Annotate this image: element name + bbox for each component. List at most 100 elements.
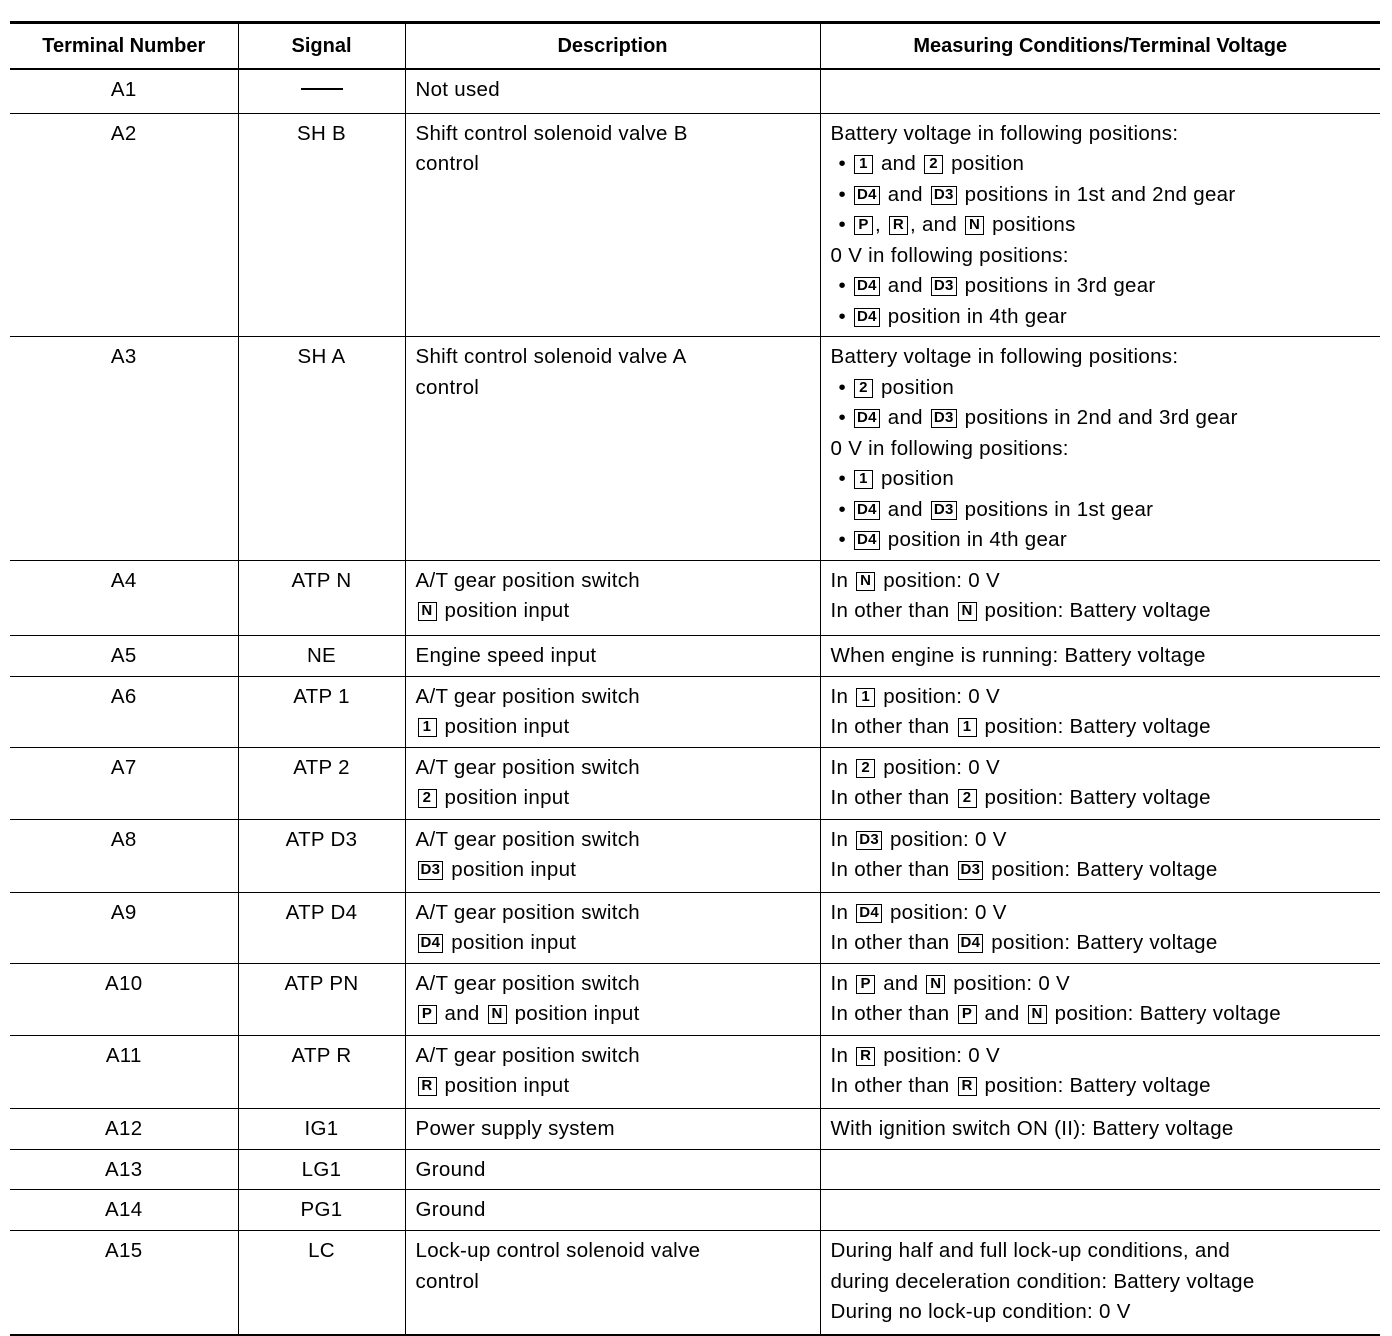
condition-line: In other than D3 position: Battery volta… (830, 858, 1218, 881)
condition-line: 0 V in following positions: (830, 436, 1069, 460)
table-row: A11 ATP R A/T gear position switch R positi… (10, 1035, 1380, 1109)
boxed-position-symbol: N (856, 571, 876, 591)
boxed-position-symbol: R (957, 1077, 977, 1096)
condition-line: In other than D4 position: Battery volta… (830, 931, 1218, 954)
condition-line: When engine is running: Battery voltage (830, 643, 1206, 667)
measuring-conditions: In 2 position: 0 V In other than 2 positi… (819, 747, 1380, 820)
description: Shift control solenoid valve B control (404, 113, 820, 337)
boxed-position-symbol: D4 (853, 277, 880, 296)
condition-line: • D4 position in 4th gear (838, 528, 1067, 551)
header-terminal-number: Terminal Number (10, 21, 238, 70)
boxed-position-symbol: P (856, 974, 876, 994)
terminal-number: A1 (10, 69, 238, 114)
measuring-conditions: In N position: 0 V In other than N positi… (819, 560, 1380, 636)
description: Shift control solenoid valve A control (404, 336, 820, 561)
condition-line: In 1 position: 0 V (830, 684, 1000, 708)
condition-line: With ignition switch ON (II): Battery vo… (830, 1116, 1234, 1140)
boxed-position-symbol: N (957, 602, 977, 621)
boxed-position-symbol: N (487, 1005, 507, 1024)
terminal-number: A10 (10, 963, 238, 1036)
table-row: A15 LC Lock-up control solenoid valve contr… (10, 1230, 1380, 1336)
signal: SH A (237, 336, 405, 561)
description-line: control (415, 152, 480, 175)
boxed-position-symbol: N (926, 974, 946, 994)
signal: NE (237, 635, 405, 677)
dash (300, 88, 343, 90)
terminal-number: A9 (10, 892, 238, 964)
signal: SH B (237, 113, 405, 337)
boxed-position-symbol: D4 (853, 531, 880, 550)
description-line: Lock-up control solenoid valve (415, 1239, 701, 1262)
boxed-position-symbol: P (853, 216, 873, 235)
description-line: Engine speed input (415, 643, 597, 667)
table-row: A13 LG1 Ground (10, 1149, 1380, 1190)
terminal-number: A15 (10, 1230, 238, 1336)
description: A/T gear position switch D4 position inpu… (404, 892, 820, 964)
description-line: A/T gear position switch (415, 755, 640, 779)
signal: IG1 (237, 1108, 405, 1150)
measuring-conditions (819, 1149, 1380, 1190)
terminal-number: A12 (10, 1108, 238, 1150)
table-row: A5 NE Engine speed input When engine is run… (10, 635, 1380, 677)
description-line: N position input (416, 596, 810, 627)
description: A/T gear position switch 1 position input (404, 676, 820, 748)
description: Ground (404, 1189, 820, 1231)
description-line: A/T gear position switch (415, 568, 640, 592)
boxed-position-symbol: 2 (853, 378, 873, 398)
condition-line: • 1 position (838, 467, 955, 490)
boxed-position-symbol: N (965, 216, 985, 235)
description: Power supply system (404, 1108, 820, 1150)
boxed-position-symbol: D3 (930, 185, 957, 205)
signal: ATP R (237, 1035, 405, 1109)
header-row: Terminal Number Signal Description Measu… (10, 21, 1380, 70)
condition-line: In R position: 0 V (830, 1043, 1000, 1067)
condition-line: • D4 and D3 positions in 1st and 2nd gea… (838, 182, 1236, 206)
signal: ATP N (237, 560, 405, 636)
terminal-number: A5 (10, 635, 238, 677)
signal: ATP D3 (237, 819, 405, 893)
terminal-number: A8 (10, 819, 238, 893)
boxed-position-symbol: D4 (853, 409, 880, 428)
boxed-position-symbol: D3 (930, 500, 957, 520)
boxed-position-symbol: D3 (856, 830, 882, 850)
measuring-conditions (819, 1189, 1380, 1231)
condition-line: In N position: 0 V (830, 568, 1000, 592)
table-row: A2 SH B Shift control solenoid valve B cont… (10, 113, 1380, 337)
boxed-position-symbol: D3 (417, 861, 444, 880)
boxed-position-symbol: R (856, 1046, 876, 1066)
condition-line: • D4 and D3 positions in 1st gear (838, 497, 1154, 521)
description-line: 1 position input (416, 712, 810, 743)
condition-line: In other than P and N position: Battery … (830, 1002, 1281, 1025)
boxed-position-symbol: D3 (930, 409, 957, 428)
measuring-conditions: Battery voltage in following positions: •… (819, 336, 1380, 561)
description-line: A/T gear position switch (415, 900, 640, 924)
boxed-position-symbol: D3 (930, 277, 957, 296)
signal: ATP PN (237, 963, 405, 1036)
condition-line: Battery voltage in following positions: (830, 121, 1179, 145)
table-row: A1 Not used (10, 69, 1380, 114)
description: A/T gear position switch R position input (404, 1035, 820, 1109)
measuring-conditions (819, 69, 1380, 114)
table-row: A9 ATP D4 A/T gear position switch D4 posit… (10, 892, 1380, 964)
header-description: Description (404, 21, 820, 70)
table-row: A7 ATP 2 A/T gear position switch 2 positio… (10, 747, 1380, 820)
condition-line: In D4 position: 0 V (830, 900, 1007, 924)
terminal-number: A13 (10, 1149, 238, 1190)
terminal-number: A4 (10, 560, 238, 636)
boxed-position-symbol: N (417, 602, 437, 621)
terminal-number: A14 (10, 1189, 238, 1231)
signal: ATP 2 (237, 747, 405, 820)
boxed-position-symbol: 2 (957, 789, 977, 808)
signal: LG1 (237, 1149, 405, 1190)
boxed-position-symbol: R (888, 216, 908, 235)
condition-line: During no lock-up condition: 0 V (830, 1300, 1131, 1323)
description-line: Ground (415, 1157, 486, 1181)
description: Not used (404, 69, 820, 114)
measuring-conditions: In R position: 0 V In other than R positi… (819, 1035, 1380, 1109)
description-line: A/T gear position switch (415, 971, 640, 995)
measuring-conditions: In 1 position: 0 V In other than 1 positi… (819, 676, 1380, 748)
table-row: A6 ATP 1 A/T gear position switch 1 positio… (10, 676, 1380, 748)
boxed-position-symbol: N (1027, 1005, 1047, 1024)
boxed-position-symbol: 1 (853, 155, 873, 174)
terminal-number: A3 (10, 336, 238, 561)
